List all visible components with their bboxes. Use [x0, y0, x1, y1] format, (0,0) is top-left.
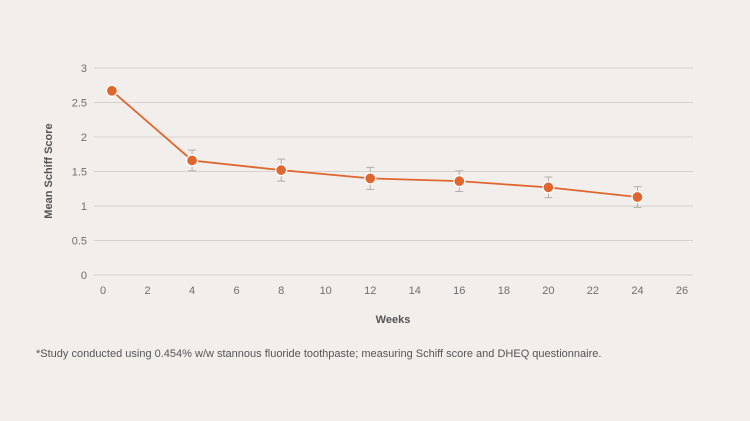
- y-tick-label: 3: [81, 63, 87, 75]
- y-tick-label: 0.5: [72, 236, 87, 248]
- data-point: [453, 175, 466, 188]
- y-axis-ticks: 0 0.5 1 1.5 2 2.5 3: [72, 63, 87, 282]
- x-axis-title: Weeks: [376, 314, 411, 326]
- x-tick-label: 6: [234, 285, 240, 297]
- data-point: [105, 84, 119, 97]
- data-point: [542, 181, 555, 194]
- x-axis-ticks: 0 2 4 6 8 10 12 14 16 18 20 22 24 26: [100, 285, 688, 297]
- x-tick-label: 4: [189, 285, 195, 297]
- x-tick-label: 20: [542, 285, 554, 297]
- gridlines: [94, 67, 693, 276]
- y-axis-title: Mean Schiff Score: [43, 123, 55, 218]
- y-tick-label: 2.5: [72, 98, 87, 110]
- y-tick-label: 1.5: [72, 167, 87, 179]
- x-tick-label: 12: [364, 285, 376, 297]
- y-tick-label: 1: [81, 201, 87, 213]
- y-tick-label: 0: [81, 270, 87, 282]
- x-tick-label: 16: [453, 285, 465, 297]
- data-point: [631, 190, 644, 204]
- data-point: [185, 154, 199, 167]
- x-tick-label: 18: [498, 285, 510, 297]
- x-tick-label: 2: [144, 285, 150, 297]
- x-tick-label: 24: [631, 285, 643, 297]
- x-tick-label: 8: [278, 285, 284, 297]
- footnote: *Study conducted using 0.454% w/w stanno…: [36, 348, 602, 360]
- data-point: [275, 163, 288, 177]
- x-tick-label: 10: [320, 285, 332, 297]
- data-point: [364, 172, 377, 185]
- x-tick-label: 14: [409, 285, 421, 297]
- x-tick-label: 0: [100, 285, 106, 297]
- data-series: [105, 84, 644, 208]
- x-tick-label: 22: [587, 285, 599, 297]
- y-tick-label: 2: [81, 132, 87, 144]
- x-tick-label: 26: [676, 285, 688, 297]
